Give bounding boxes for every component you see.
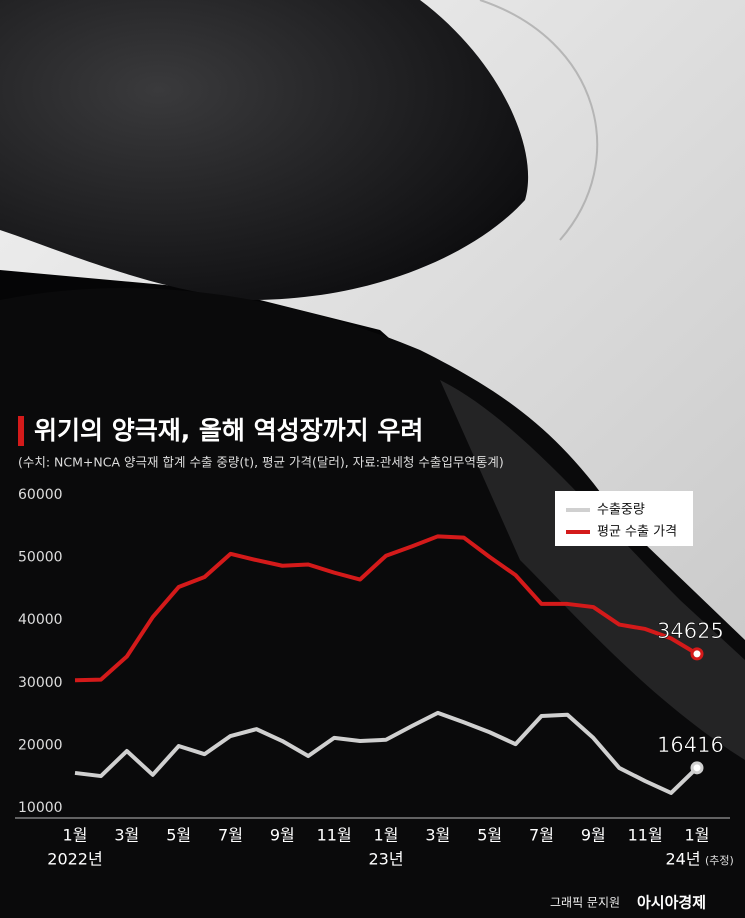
end-point <box>690 761 704 775</box>
series-line <box>74 710 699 795</box>
series-line <box>74 534 699 683</box>
x-tick-label: 5월 <box>166 826 191 845</box>
x-tick-label: 3월 <box>425 826 450 845</box>
x-tick-label: 1월 <box>63 826 88 845</box>
end-point <box>690 647 704 661</box>
x-tick-label: 3월 <box>114 826 139 845</box>
credit: 그래픽 문지원 <box>550 896 620 910</box>
y-tick-label: 40000 <box>18 612 63 628</box>
chart-subtitle: (수치: NCM+NCA 양극재 합계 수출 중량(t), 평균 가격(달러),… <box>18 455 504 470</box>
y-tick-label: 50000 <box>18 550 63 566</box>
x-tick-label: 1월 <box>685 826 710 845</box>
y-tick-label: 60000 <box>18 487 63 503</box>
chart-title: 위기의 양극재, 올해 역성장까지 우려 <box>34 416 423 445</box>
x-year-label: 23년 <box>368 850 403 869</box>
x-tick-label: 9월 <box>581 826 606 845</box>
x-note: (추정) <box>705 854 734 867</box>
x-tick-label: 1월 <box>374 826 399 845</box>
publisher: 아시아경제 <box>637 894 706 912</box>
x-tick-label: 5월 <box>477 826 502 845</box>
value-label: 16416 <box>657 733 724 757</box>
x-tick-label: 7월 <box>218 826 243 845</box>
value-label: 34625 <box>657 619 724 643</box>
y-tick-label: 20000 <box>18 737 63 753</box>
x-year-label: 2022년 <box>47 850 102 869</box>
y-tick-label: 10000 <box>18 800 63 816</box>
x-tick-label: 9월 <box>270 826 295 845</box>
legend-label: 수출중량 <box>597 503 645 518</box>
x-tick-label: 7월 <box>529 826 554 845</box>
x-year-label: 24년 <box>665 850 700 869</box>
x-tick-label: 11월 <box>628 826 663 845</box>
y-tick-label: 30000 <box>18 675 63 691</box>
legend-label: 평균 수출 가격 <box>597 525 677 540</box>
legend-box <box>555 491 693 546</box>
x-tick-label: 11월 <box>317 826 352 845</box>
title-accent <box>18 416 24 446</box>
